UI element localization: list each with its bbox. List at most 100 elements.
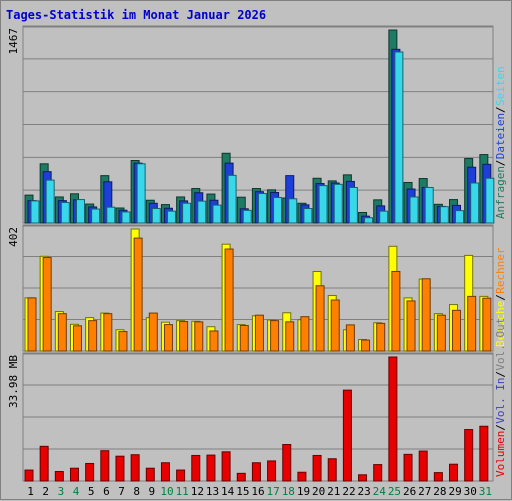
bar-traffic-volumen-day-4: [69, 467, 79, 482]
legend-separator: /: [494, 160, 507, 167]
bar-requests-seiten-day-17: [273, 196, 283, 224]
bar-visits-rechner-day-17: [270, 320, 280, 352]
bar-visits-rechner-day-8: [133, 237, 143, 352]
bar-requests-seiten-day-13: [212, 204, 222, 224]
bar-requests-seiten-day-21: [333, 183, 343, 224]
bar-requests-seiten-day-4: [75, 199, 85, 224]
bar-traffic-volumen-day-1: [24, 469, 34, 482]
x-tick-label-day-10: 10: [160, 485, 173, 498]
x-tick-label-day-7: 7: [118, 485, 125, 498]
bar-requests-seiten-day-9: [151, 208, 161, 224]
bar-requests-seiten-day-12: [197, 200, 207, 224]
bar-traffic-volumen-day-18: [282, 444, 292, 482]
bar-requests-seiten-day-22: [348, 186, 358, 224]
bar-visits-rechner-day-15: [239, 325, 249, 352]
x-tick-label-day-28: 28: [433, 485, 446, 498]
bar-traffic-volumen-day-10: [160, 462, 170, 482]
legend-entry-besuche: Besuche: [494, 301, 507, 347]
bar-traffic-volumen-day-20: [312, 454, 322, 482]
bar-traffic-volumen-day-12: [191, 454, 201, 482]
bar-traffic-volumen-day-15: [236, 472, 246, 482]
bar-visits-rechner-day-16: [254, 314, 264, 352]
bar-requests-seiten-day-6: [106, 206, 116, 224]
chart-title: Tages-Statistik im Monat Januar 2026: [6, 8, 267, 22]
x-tick-label-day-2: 2: [42, 485, 49, 498]
x-tick-label-day-5: 5: [88, 485, 95, 498]
legend-entry-vol-out: Vol. Out: [494, 318, 507, 371]
bar-requests-seiten-day-25: [394, 51, 404, 224]
legend-entry-anfragen: Anfragen: [494, 166, 507, 219]
x-tick-label-day-6: 6: [103, 485, 110, 498]
x-tick-label-day-29: 29: [448, 485, 461, 498]
bar-visits-rechner-day-12: [194, 321, 204, 352]
bar-traffic-volumen-day-30: [464, 429, 474, 482]
bar-traffic-volumen-day-16: [251, 462, 261, 482]
x-tick-label-day-27: 27: [418, 485, 431, 498]
bar-traffic-volumen-day-3: [54, 471, 64, 482]
bar-traffic-volumen-day-26: [403, 453, 413, 482]
bar-requests-seiten-day-29: [455, 210, 465, 224]
bar-traffic-volumen-day-22: [342, 389, 352, 482]
bar-requests-seiten-day-30: [470, 182, 480, 224]
bar-requests-seiten-day-16: [257, 193, 267, 224]
bar-traffic-volumen-day-5: [85, 462, 95, 482]
bar-visits-rechner-day-10: [163, 324, 173, 352]
bar-visits-rechner-day-28: [436, 314, 446, 352]
legend-separator: /: [494, 106, 507, 113]
x-tick-label-day-18: 18: [282, 485, 295, 498]
bar-visits-rechner-day-27: [421, 278, 431, 352]
bar-visits-rechner-day-13: [209, 330, 219, 352]
bar-traffic-volumen-day-21: [327, 458, 337, 482]
bar-traffic-volumen-day-9: [145, 467, 155, 482]
x-tick-label-day-11: 11: [176, 485, 189, 498]
bar-requests-seiten-day-15: [242, 209, 252, 224]
bar-traffic-volumen-day-2: [39, 445, 49, 482]
bar-traffic-volumen-day-25: [388, 356, 398, 482]
bar-traffic-volumen-day-31: [479, 425, 489, 482]
bar-visits-rechner-day-21: [330, 299, 340, 352]
legend-entry-rechner: Rechner: [494, 247, 507, 294]
legend-entry-vol-in: Vol. In: [494, 377, 507, 423]
bar-visits-rechner-day-31: [482, 297, 492, 352]
bar-requests-seiten-day-28: [439, 206, 449, 224]
panel-requests-axis-max-label: 1467: [7, 28, 20, 55]
bar-visits-rechner-day-2: [42, 257, 52, 352]
bar-visits-rechner-day-11: [179, 321, 189, 352]
bar-visits-rechner-day-22: [345, 324, 355, 352]
bar-visits-rechner-day-30: [467, 295, 477, 352]
bar-traffic-volumen-day-23: [358, 474, 368, 482]
bar-traffic-volumen-day-7: [115, 455, 125, 482]
bar-requests-seiten-day-27: [424, 186, 434, 224]
x-tick-label-day-12: 12: [191, 485, 204, 498]
bar-requests-seiten-day-8: [136, 163, 146, 224]
x-tick-label-day-23: 23: [358, 485, 371, 498]
bar-visits-rechner-day-7: [118, 331, 128, 352]
bar-requests-seiten-day-20: [318, 185, 328, 224]
x-tick-label-day-3: 3: [58, 485, 65, 498]
bar-traffic-volumen-day-6: [100, 450, 110, 482]
bar-requests-seiten-day-19: [303, 208, 313, 224]
bar-requests-seiten-day-10: [166, 210, 176, 224]
x-tick-label-day-1: 1: [27, 485, 34, 498]
x-tick-label-day-24: 24: [373, 485, 387, 498]
bar-requests-seiten-day-18: [288, 198, 298, 224]
x-tick-label-day-16: 16: [251, 485, 264, 498]
bar-visits-rechner-day-3: [57, 313, 67, 352]
legend-entry-dateien: Dateien: [494, 113, 507, 159]
bar-traffic-volumen-day-8: [130, 454, 140, 482]
bar-visits-rechner-day-1: [27, 297, 37, 352]
legend-separator: /: [494, 424, 507, 431]
bar-requests-seiten-day-2: [45, 179, 55, 224]
bar-visits-rechner-day-18: [285, 321, 295, 352]
bar-visits-rechner-day-29: [452, 309, 462, 352]
bar-visits-rechner-day-9: [148, 312, 158, 352]
bar-requests-seiten-day-23: [364, 217, 374, 224]
bar-visits-rechner-day-5: [88, 320, 98, 352]
bar-requests-seiten-day-1: [30, 200, 40, 224]
x-tick-label-day-31: 31: [479, 485, 492, 498]
legend-entry-seiten: Seiten: [494, 66, 507, 106]
x-tick-label-day-17: 17: [267, 485, 280, 498]
bar-visits-rechner-day-4: [72, 325, 82, 352]
bar-visits-rechner-day-23: [361, 339, 371, 352]
